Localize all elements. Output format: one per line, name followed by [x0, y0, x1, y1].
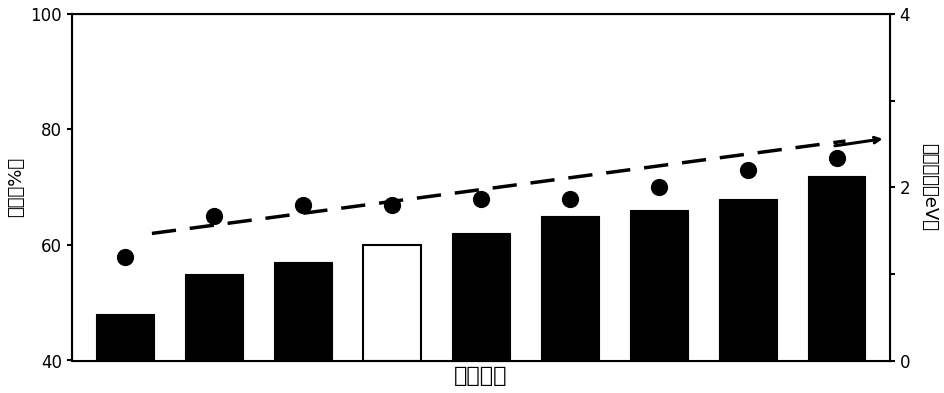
Bar — [96, 314, 154, 360]
Bar — [362, 245, 420, 360]
Point — [384, 201, 399, 208]
Point — [828, 155, 843, 162]
Bar — [451, 233, 509, 360]
Point — [562, 196, 577, 202]
Bar — [185, 274, 243, 360]
Point — [207, 213, 222, 219]
Point — [473, 196, 488, 202]
Bar — [718, 199, 776, 360]
Point — [650, 184, 666, 190]
Bar — [274, 262, 331, 360]
Bar — [807, 176, 865, 360]
Bar — [540, 216, 598, 360]
Bar — [629, 210, 687, 360]
Y-axis label: 产率（%）: 产率（%） — [7, 157, 25, 217]
Y-axis label: 氧化电势（eV）: 氧化电势（eV） — [919, 143, 937, 231]
Point — [117, 253, 132, 260]
Point — [739, 167, 754, 173]
Point — [295, 201, 311, 208]
X-axis label: 不同醜类: 不同醜类 — [454, 366, 507, 386]
